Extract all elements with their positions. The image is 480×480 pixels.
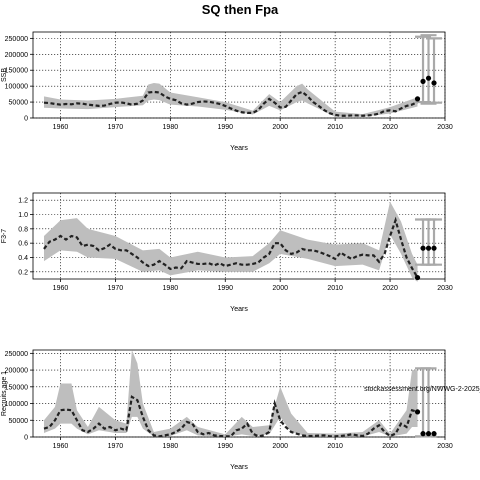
panel-rec-median-line xyxy=(43,395,418,438)
panel-rec-y-tick-label: 150000 xyxy=(5,384,28,391)
panel-ssb-projection-point xyxy=(431,80,437,86)
panel-f-projection-point xyxy=(414,274,421,281)
panel-rec-x-tick-label: 2020 xyxy=(382,443,398,450)
panel-ssb-x-tick-label: 2000 xyxy=(272,124,288,131)
panel-f-y-tick-label: 0.6 xyxy=(18,241,28,248)
panel-ssb-y-tick-label: 150000 xyxy=(5,68,28,75)
panel-f-y-tick-label: 0.4 xyxy=(18,255,28,262)
panel-rec-confidence-band xyxy=(43,350,418,437)
panel-ssb-x-tick-label: 1980 xyxy=(163,124,179,131)
panel-ssb-y-tick-label: 0 xyxy=(24,116,28,123)
panel-rec-x-tick-label: 1970 xyxy=(108,443,124,450)
panel-rec-projection-point xyxy=(414,409,421,415)
panel-rec-y-axis-label: Recruits age 1 xyxy=(1,371,8,416)
panel-ssb-x-tick-label: 1990 xyxy=(217,124,233,131)
panel-ssb-projection-point xyxy=(414,96,421,102)
panel-f-x-tick-label: 2010 xyxy=(327,285,343,292)
panel-ssb-x-axis-label: Years xyxy=(230,145,248,152)
panel-f-y-tick-label: 1.2 xyxy=(18,198,28,205)
panel-f-y-tick-label: 0.8 xyxy=(18,226,28,233)
panel-f-y-tick-label: 1.0 xyxy=(18,212,28,219)
panel-rec-projection-point xyxy=(425,431,432,437)
panel-ssb-projection-point xyxy=(420,78,426,84)
panel-rec-x-axis-label: Years xyxy=(230,464,248,471)
panel-f-x-tick-label: 1960 xyxy=(53,285,69,292)
panel-ssb-x-tick-label: 2020 xyxy=(382,124,398,131)
panel-f-projection-point xyxy=(420,245,426,251)
panel-f-x-tick-label: 1970 xyxy=(108,285,124,292)
panel-rec-x-tick-label: 1980 xyxy=(163,443,179,450)
panel-rec-projection-point xyxy=(431,431,437,437)
panel-rec-frame xyxy=(32,349,446,438)
panel-rec-x-tick-label: 2010 xyxy=(327,443,343,450)
panel-rec-x-tick-label: 2030 xyxy=(437,443,453,450)
panel-rec-y-tick-label: 200000 xyxy=(5,368,28,375)
panel-ssb-x-tick-label: 2010 xyxy=(327,124,343,131)
panel-rec-x-tick-label: 2000 xyxy=(272,443,288,450)
panel-f-confidence-band xyxy=(43,201,418,282)
panel-f-x-tick-label: 2000 xyxy=(272,285,288,292)
panel-f-projection-point xyxy=(425,245,432,251)
panel-ssb-y-tick-label: 200000 xyxy=(5,52,28,59)
panel-f-x-tick-label: 2030 xyxy=(437,285,453,292)
panel-ssb-x-tick-label: 1970 xyxy=(108,124,124,131)
panel-rec-x-tick-label: 1990 xyxy=(217,443,233,450)
panel-rec-projection-point xyxy=(420,431,426,437)
panel-rec-x-tick-label: 1960 xyxy=(53,443,69,450)
panel-rec-y-tick-label: 0 xyxy=(24,435,28,442)
panel-f-median-line xyxy=(43,216,419,279)
panel-rec-y-tick-label: 100000 xyxy=(5,401,28,408)
panel-ssb-median-line xyxy=(43,90,418,117)
panel-f-projection-point xyxy=(431,245,437,251)
panel-f-x-tick-label: 1980 xyxy=(163,285,179,292)
panel-ssb-y-tick-label: 100000 xyxy=(5,84,28,91)
panel-ssb-x-tick-label: 1960 xyxy=(53,124,69,131)
panel-rec-annotation: stockassessment.org/NWWG-2-2025_h xyxy=(364,386,480,393)
panel-rec-y-tick-label: 50000 xyxy=(9,418,29,425)
panel-ssb-y-tick-label: 50000 xyxy=(9,100,29,107)
panel-f-y-axis-label: F3-7 xyxy=(1,229,8,244)
page-title: SQ then Fpa xyxy=(201,2,279,17)
panel-ssb-y-axis-label: SSB xyxy=(1,68,8,82)
panel-f-x-tick-label: 1990 xyxy=(217,285,233,292)
panel-ssb-projection-point xyxy=(425,75,432,81)
panel-f-y-tick-label: 0.2 xyxy=(18,269,28,276)
panel-ssb-x-tick-label: 2030 xyxy=(437,124,453,131)
panel-f-x-tick-label: 2020 xyxy=(382,285,398,292)
panel-f-x-axis-label: Years xyxy=(230,306,248,313)
panel-ssb-confidence-band xyxy=(43,82,418,117)
panel-ssb-y-tick-label: 250000 xyxy=(5,36,28,43)
panel-rec-y-tick-label: 250000 xyxy=(5,351,28,358)
